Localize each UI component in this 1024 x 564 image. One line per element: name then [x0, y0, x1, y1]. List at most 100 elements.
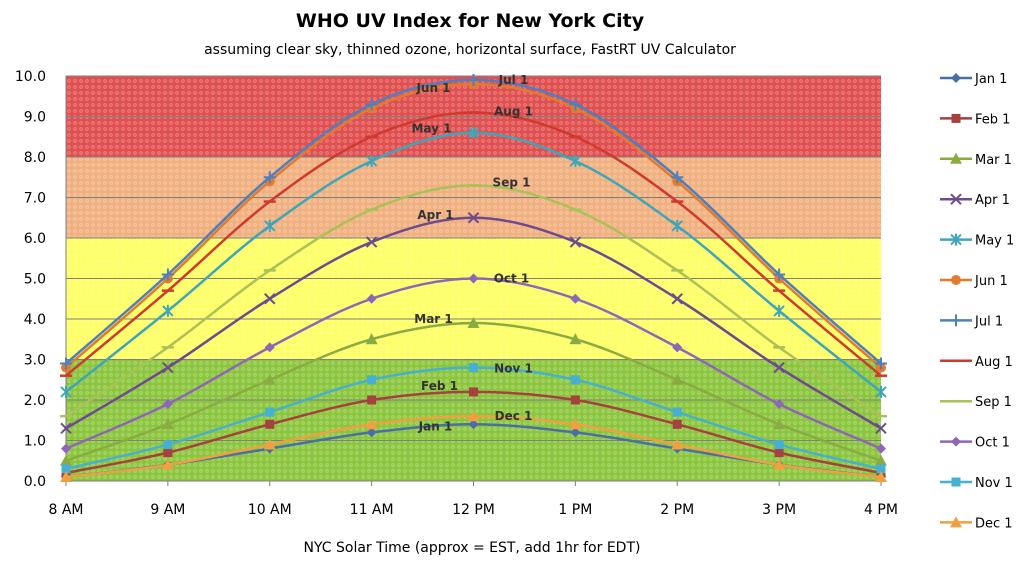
legend-item: Sep 1 [940, 395, 1012, 410]
data-point [569, 236, 582, 248]
legend-marker [951, 73, 961, 83]
y-tick-label: 6.0 [24, 231, 46, 247]
data-point [672, 342, 683, 353]
data-point [570, 427, 581, 438]
data-point [263, 438, 276, 450]
data-point [162, 361, 174, 374]
legend-marker [950, 152, 962, 164]
x-tick-label: 10 AM [248, 502, 292, 518]
data-point [61, 443, 71, 454]
data-point [875, 385, 887, 398]
x-axis-ticks: 8 AM 9 AM 10 AM 11 AM 12 PM 1 PM 2 PM 3 PM 4 PM [48, 502, 897, 518]
data-point [569, 418, 582, 430]
data-point [365, 333, 378, 345]
y-tick-label: 3.0 [24, 353, 46, 369]
legend-label: Dec 1 [975, 516, 1013, 531]
x-tick-label: 2 PM [660, 502, 694, 518]
data-point [570, 293, 581, 304]
data-point [468, 273, 479, 284]
y-tick-label: 0.0 [24, 474, 46, 490]
chart-subtitle: assuming clear sky, thinned ozone, horiz… [204, 42, 736, 58]
legend-label: May 1 [975, 234, 1014, 249]
data-point [875, 357, 887, 370]
curve-label: Jul 1 [498, 73, 529, 87]
data-point [264, 342, 275, 353]
data-point [467, 74, 480, 87]
data-point [876, 443, 886, 454]
y-tick-label: 1.0 [24, 434, 46, 450]
data-point [161, 458, 174, 470]
data-point [365, 98, 378, 111]
legend-item: Jun 1 [940, 274, 1008, 289]
y-tick-label: 10.0 [15, 69, 46, 85]
data-point [774, 448, 784, 458]
series-3 [60, 212, 887, 435]
data-point [671, 293, 683, 305]
data-point [162, 399, 173, 410]
x-tick-label: 1 PM [558, 502, 592, 518]
legend-marker [951, 436, 961, 447]
data-point [773, 304, 785, 317]
legend-item: Jul 1 [940, 314, 1003, 329]
data-point [365, 155, 378, 168]
data-point [163, 440, 173, 450]
data-point [672, 407, 682, 417]
series-10 [61, 363, 886, 474]
data-point [671, 171, 684, 184]
data-point [569, 98, 582, 111]
data-point [875, 454, 887, 466]
data-point [467, 410, 480, 422]
series-2 [60, 317, 887, 466]
curve-label: Jun 1 [415, 81, 450, 95]
legend-item: Aug 1 [940, 355, 1013, 370]
series-9 [61, 273, 886, 454]
data-point [265, 407, 275, 417]
legend-item: Mar 1 [940, 152, 1012, 168]
data-point [773, 361, 785, 374]
data-point [366, 427, 377, 438]
legend-item: Oct 1 [940, 436, 1010, 451]
curve-label: Mar 1 [414, 312, 452, 326]
x-tick-label: 8 AM [48, 502, 83, 518]
series-6 [60, 74, 887, 370]
data-point [162, 304, 174, 317]
data-point [774, 440, 784, 450]
legend-item: Nov 1 [940, 476, 1013, 491]
data-point [467, 212, 480, 224]
legend-marker [950, 233, 962, 246]
data-point [773, 458, 786, 470]
series-lines [60, 74, 887, 482]
data-point [569, 333, 582, 345]
data-point [569, 155, 582, 168]
legend-item: Apr 1 [940, 193, 1010, 208]
legend-item: Jan 1 [940, 72, 1007, 87]
y-tick-label: 7.0 [24, 191, 46, 207]
y-tick-label: 4.0 [24, 312, 46, 328]
data-point [163, 448, 173, 458]
series-4 [60, 126, 887, 398]
legend-label: Sep 1 [975, 395, 1012, 410]
data-point [264, 293, 276, 305]
y-tick-label: 2.0 [24, 393, 46, 409]
data-point [570, 375, 580, 385]
x-tick-label: 4 PM [864, 502, 898, 518]
x-axis-label: NYC Solar Time (approx = EST, add 1hr fo… [304, 540, 641, 556]
x-tick-label: 9 AM [150, 502, 185, 518]
data-point [264, 219, 276, 232]
data-point [468, 419, 479, 430]
legend-marker [951, 113, 961, 123]
legend-label: Aug 1 [975, 355, 1013, 370]
legend-label: Oct 1 [975, 436, 1010, 451]
data-point [672, 419, 682, 429]
data-point [875, 470, 887, 482]
data-point [60, 357, 72, 370]
legend: Jan 1 Feb 1 Mar 1 Apr 1 May 1 Jun 1 Jul 1 Aug 1… [940, 72, 1014, 531]
legend-marker [950, 314, 962, 327]
curve-label: Dec 1 [495, 409, 533, 423]
curve-label: Jan 1 [418, 419, 453, 433]
data-point [263, 373, 276, 385]
data-point [467, 317, 480, 329]
data-point [671, 373, 684, 385]
data-point [60, 454, 72, 466]
